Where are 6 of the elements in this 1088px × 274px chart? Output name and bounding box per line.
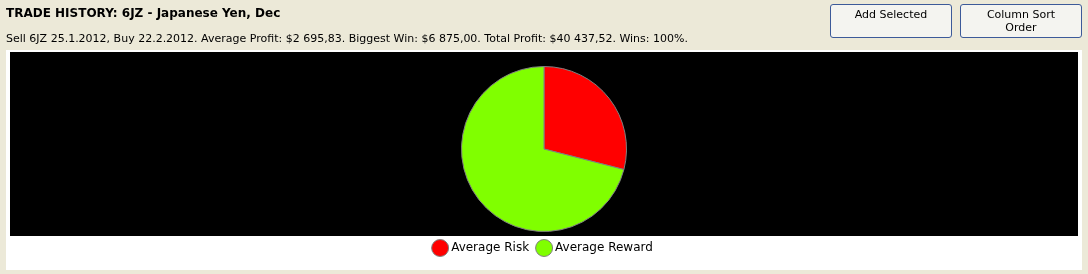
legend-label: Average Risk: [451, 240, 530, 255]
text: Add Selected: [830, 4, 952, 38]
text: Column Sort Order: [960, 4, 1082, 38]
chart-subtitle: Sell 6JZ 25.1.2012, Buy 22.2.2012. Average Profit: $2 695,83. Biggest Win: $6 875,00. Total Profit: $40 437,52. Wins: 100%.: [6, 32, 688, 45]
legend-label: Average Reward: [555, 240, 653, 255]
text: TRADE HISTORY: 6JZ - Japanese Yen, Dec: [6, 6, 281, 20]
